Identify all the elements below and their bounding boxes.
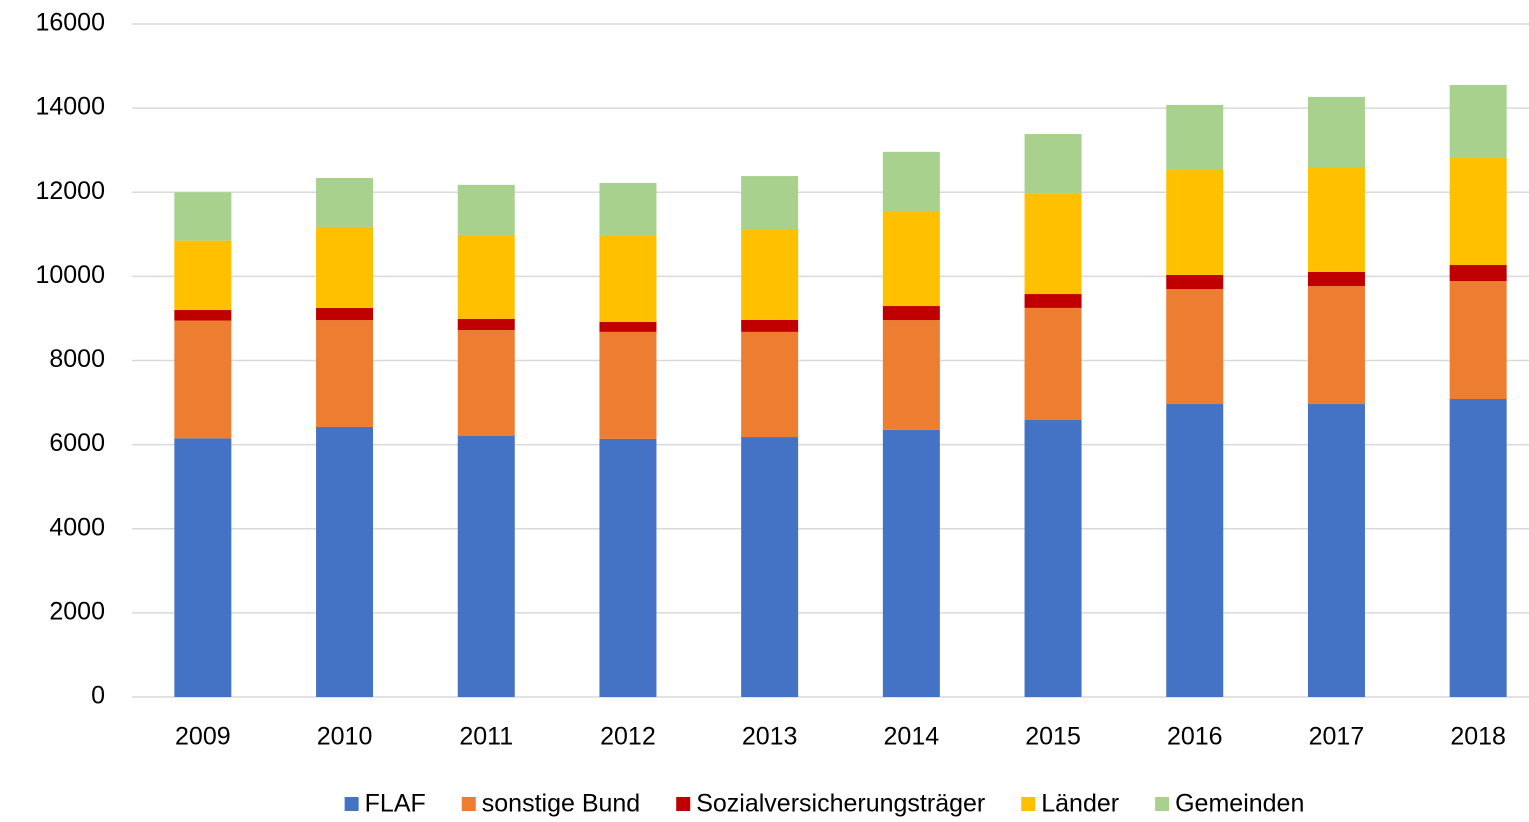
bar-segment <box>1307 286 1365 405</box>
x-tick-label: 2015 <box>1025 723 1081 751</box>
legend-swatch <box>344 797 359 811</box>
bar-segment <box>741 437 799 697</box>
y-tick-label: 4000 <box>49 513 105 541</box>
x-tick-label: 2009 <box>175 723 231 751</box>
legend-label: sonstige Bund <box>482 790 640 818</box>
bar-segment <box>457 330 515 437</box>
legend-label: FLAF <box>365 790 426 818</box>
bar-segment <box>741 176 799 230</box>
bar-segment <box>1024 193 1082 295</box>
bar-segment <box>1166 404 1224 697</box>
y-tick-label: 0 <box>91 682 105 710</box>
bar-segment <box>174 438 232 697</box>
bar-segment <box>174 320 232 439</box>
y-tick-label: 8000 <box>49 345 105 373</box>
bar-segment <box>1024 420 1082 697</box>
bar-segment <box>741 319 799 332</box>
y-tick-label: 14000 <box>35 93 105 121</box>
bar-segment <box>1449 265 1507 282</box>
legend-swatch <box>1155 797 1170 811</box>
y-tick-label: 10000 <box>35 261 105 289</box>
bar-segment <box>457 234 515 319</box>
y-tick-label: 2000 <box>49 597 105 625</box>
bar-segment <box>1449 84 1507 158</box>
y-tick-label: 6000 <box>49 429 105 457</box>
bar-segment <box>1024 133 1082 194</box>
bar-segment <box>599 331 657 439</box>
bar-segment <box>599 182 657 235</box>
legend-label: Sozialversicherungsträger <box>696 790 985 818</box>
x-tick-label: 2017 <box>1309 723 1365 751</box>
bar-segment <box>316 320 374 427</box>
bar-segment <box>1024 294 1082 308</box>
bar-segment <box>457 318 515 331</box>
bar-segment <box>316 426 374 697</box>
bar-segment <box>882 306 940 321</box>
bar-segment <box>1449 398 1507 697</box>
x-tick-label: 2010 <box>317 723 373 751</box>
x-tick-label: 2018 <box>1450 723 1506 751</box>
legend-swatch <box>1021 797 1036 811</box>
legend-label: Gemeinden <box>1175 790 1304 818</box>
bar-segment <box>1166 104 1224 170</box>
x-tick-label: 2012 <box>600 723 656 751</box>
legend-swatch <box>676 797 691 811</box>
bar-segment <box>174 310 232 321</box>
bar-segment <box>599 438 657 697</box>
bar-segment <box>316 177 374 227</box>
bar-segment <box>1307 96 1365 168</box>
bar-segment <box>457 184 515 235</box>
bar-segment <box>882 429 940 697</box>
bar-segment <box>1307 167 1365 272</box>
x-tick-label: 2014 <box>884 723 940 751</box>
legend-swatch <box>461 797 476 811</box>
x-tick-label: 2016 <box>1167 723 1223 751</box>
y-tick-label: 16000 <box>35 9 105 37</box>
x-tick-label: 2013 <box>742 723 798 751</box>
bar-segment <box>1024 307 1082 421</box>
y-tick-label: 12000 <box>35 177 105 205</box>
bar-segment <box>882 151 940 211</box>
bar-segment <box>174 192 232 241</box>
bar-segment <box>599 234 657 323</box>
bar-segment <box>1307 271 1365 287</box>
bar-segment <box>741 229 799 320</box>
bar-segment <box>174 240 232 311</box>
bar-segment <box>741 331 799 438</box>
bar-segment <box>1166 274 1224 289</box>
bar-segment <box>882 320 940 430</box>
bar-segment <box>1449 157 1507 266</box>
bar-segment <box>457 436 515 697</box>
bar-segment <box>1449 281 1507 399</box>
legend-label: Länder <box>1041 790 1119 818</box>
x-tick-label: 2011 <box>459 723 513 751</box>
bar-segment <box>1307 404 1365 697</box>
bar-segment <box>599 322 657 332</box>
bar-segment <box>1166 288 1224 405</box>
bar-segment <box>316 226 374 308</box>
bar-segment <box>1166 169 1224 275</box>
bar-segment <box>316 307 374 321</box>
bar-segment <box>882 210 940 307</box>
